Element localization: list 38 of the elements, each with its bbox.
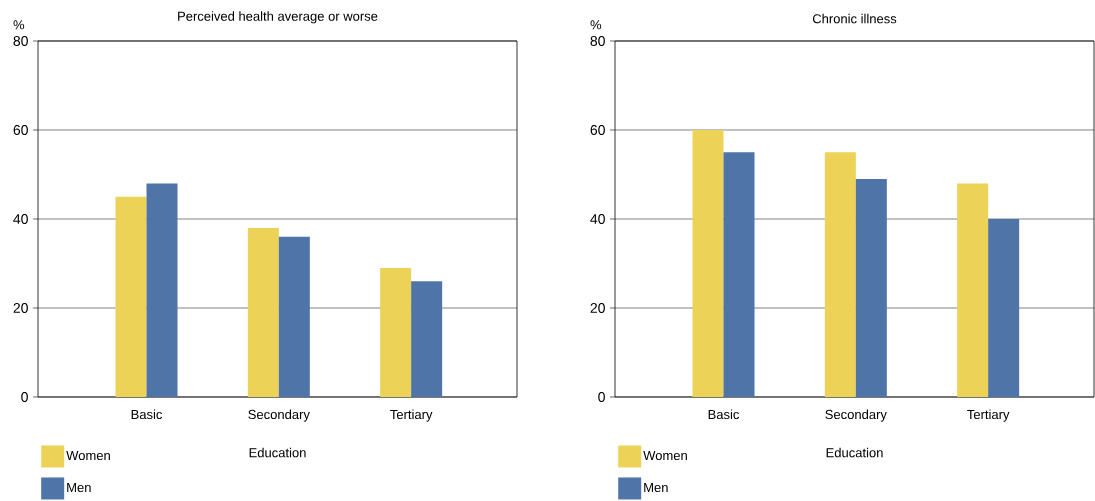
bar — [692, 129, 724, 397]
y-axis-title: % — [13, 20, 25, 30]
bar — [146, 183, 178, 397]
y-tick-label: 80 — [13, 35, 28, 46]
x-tick-label: Tertiary — [967, 409, 1010, 422]
x-axis-title: Education — [249, 447, 306, 458]
y-tick-label: 0 — [21, 391, 28, 402]
y-axis-title: % — [590, 20, 602, 30]
bar — [988, 218, 1020, 397]
legend-label: Women — [66, 450, 110, 460]
chart-title: Chronic illness — [812, 13, 897, 24]
bar — [855, 178, 887, 397]
legend-label: Men — [67, 482, 91, 492]
legend-label: Men — [644, 482, 668, 492]
y-tick-label: 40 — [13, 213, 28, 224]
legend-label: Women — [643, 450, 687, 460]
x-axis-title: Education — [826, 447, 883, 458]
x-tick-label: Basic — [708, 409, 740, 419]
y-tick-label: 0 — [598, 391, 605, 402]
bar — [957, 183, 989, 397]
bar — [824, 152, 856, 397]
x-tick-label: Secondary — [825, 409, 887, 422]
y-tick-label: 60 — [590, 124, 605, 135]
bar — [278, 236, 310, 397]
x-tick-label: Basic — [131, 409, 163, 419]
bar — [411, 281, 443, 397]
x-tick-label: Secondary — [248, 409, 310, 422]
y-tick-label: 80 — [590, 35, 605, 46]
bar — [247, 227, 279, 397]
y-tick-label: 20 — [590, 302, 605, 313]
bar — [723, 152, 755, 397]
x-tick-label: Tertiary — [390, 409, 433, 422]
y-tick-label: 40 — [590, 213, 605, 224]
bar — [115, 196, 147, 397]
y-tick-label: 60 — [13, 124, 28, 135]
bar — [380, 267, 412, 397]
chart-title: Perceived health average or worse — [178, 11, 378, 24]
y-tick-label: 20 — [13, 302, 28, 313]
